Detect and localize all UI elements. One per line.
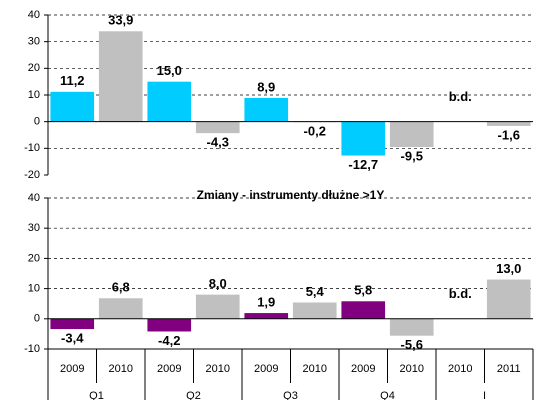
value-label: -12,7 bbox=[348, 157, 378, 172]
bar bbox=[147, 81, 192, 122]
value-label: 8,0 bbox=[209, 276, 227, 291]
y-tick-label: -20 bbox=[24, 169, 40, 181]
x-tick-label: 2010 bbox=[400, 363, 424, 375]
value-label: -4,3 bbox=[207, 135, 229, 150]
group-label: Q4 bbox=[380, 390, 395, 400]
bar bbox=[98, 31, 143, 122]
chart-title: Zmiany - instrumenty dłużne >1Y bbox=[197, 188, 385, 202]
value-label: -4,2 bbox=[158, 333, 180, 348]
x-tick-label: 2010 bbox=[206, 363, 230, 375]
group-label: Q2 bbox=[186, 390, 201, 400]
value-label: -0,2 bbox=[304, 124, 326, 139]
bar bbox=[244, 313, 289, 319]
value-label: b.d. bbox=[449, 89, 472, 104]
y-tick-label: 10 bbox=[28, 283, 40, 295]
group-label: Q1 bbox=[89, 390, 104, 400]
group-label: Q3 bbox=[283, 390, 298, 400]
bar bbox=[486, 279, 531, 319]
value-label: 1,9 bbox=[257, 294, 275, 309]
value-label: 13,0 bbox=[496, 261, 521, 276]
y-tick-label: -10 bbox=[24, 343, 40, 355]
y-tick-label: 20 bbox=[28, 62, 40, 74]
value-label: 5,8 bbox=[354, 283, 372, 298]
y-tick-label: 0 bbox=[34, 116, 40, 128]
value-label: -5,6 bbox=[401, 337, 423, 352]
bar bbox=[486, 121, 531, 126]
value-label: 15,0 bbox=[157, 63, 182, 78]
value-label: 8,9 bbox=[257, 79, 275, 94]
x-tick-label: 2009 bbox=[60, 363, 84, 375]
y-tick-label: 10 bbox=[28, 89, 40, 101]
value-label: -1,6 bbox=[498, 127, 520, 142]
value-label: -9,5 bbox=[401, 148, 423, 163]
y-tick-label: 0 bbox=[34, 313, 40, 325]
x-tick-label: 2009 bbox=[351, 363, 375, 375]
value-label: 5,4 bbox=[306, 284, 325, 299]
y-tick-label: -10 bbox=[24, 142, 40, 154]
bar bbox=[389, 121, 434, 147]
x-tick-label: 2010 bbox=[303, 363, 327, 375]
x-tick-label: 2010 bbox=[448, 363, 472, 375]
x-tick-label: 2009 bbox=[254, 363, 278, 375]
value-label: b.d. bbox=[449, 286, 472, 301]
x-tick-label: 2010 bbox=[109, 363, 133, 375]
bar bbox=[195, 294, 240, 319]
group-label: I bbox=[483, 390, 486, 400]
bar bbox=[195, 121, 240, 134]
value-label: 33,9 bbox=[108, 13, 133, 28]
value-label: -3,4 bbox=[61, 331, 84, 346]
x-tick-label: 2009 bbox=[157, 363, 181, 375]
x-tick-label: 2011 bbox=[497, 363, 521, 375]
bar bbox=[389, 318, 434, 336]
value-label: 6,8 bbox=[112, 280, 130, 295]
y-tick-label: 40 bbox=[28, 9, 40, 21]
bar bbox=[50, 318, 95, 330]
y-tick-label: 30 bbox=[28, 222, 40, 234]
bar bbox=[244, 97, 289, 122]
bar bbox=[341, 301, 386, 319]
bar bbox=[292, 302, 337, 319]
bar bbox=[50, 91, 95, 122]
bar bbox=[98, 298, 143, 319]
y-tick-label: 20 bbox=[28, 252, 40, 264]
bar bbox=[147, 318, 192, 332]
value-label: 11,2 bbox=[60, 73, 85, 88]
bar bbox=[341, 121, 386, 156]
y-tick-label: 30 bbox=[28, 36, 40, 48]
y-tick-label: 40 bbox=[28, 192, 40, 204]
